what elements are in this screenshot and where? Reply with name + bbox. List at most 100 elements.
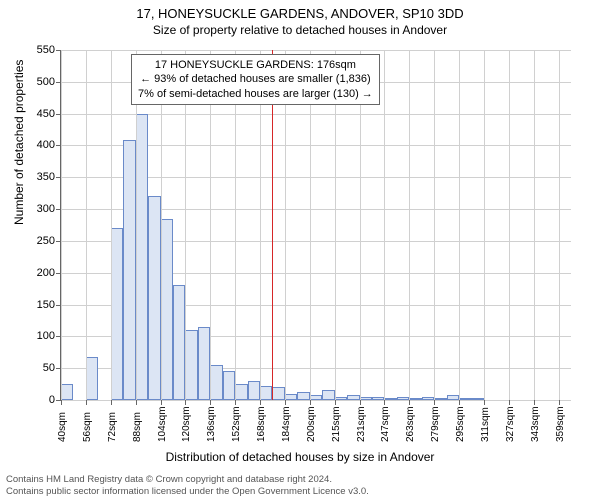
histogram-bar [210, 365, 222, 400]
x-tick-mark [459, 400, 460, 405]
gridline-v [111, 50, 112, 400]
histogram-bar [285, 394, 297, 400]
gridline-v [434, 50, 435, 400]
gridline-v [509, 50, 510, 400]
footer-line-2: Contains public sector information licen… [6, 486, 369, 497]
annotation-line-1: 17 HONEYSUCKLE GARDENS: 176sqm [138, 58, 373, 72]
x-tick-mark [534, 400, 535, 405]
histogram-bar [248, 381, 260, 400]
x-tick-label: 327sqm [505, 406, 516, 442]
x-tick-mark [161, 400, 162, 405]
gridline-h [61, 400, 571, 401]
histogram-bar [123, 140, 135, 400]
footer-line-1: Contains HM Land Registry data © Crown c… [6, 474, 369, 485]
gridline-v [384, 50, 385, 400]
histogram-bar [185, 330, 197, 400]
x-tick-mark [136, 400, 137, 405]
histogram-bar [310, 395, 322, 400]
page-title: 17, HONEYSUCKLE GARDENS, ANDOVER, SP10 3… [0, 0, 600, 21]
gridline-v [409, 50, 410, 400]
x-tick-label: 359sqm [555, 406, 566, 442]
x-tick-label: 295sqm [455, 406, 466, 442]
x-tick-mark [86, 400, 87, 405]
histogram-bar [136, 114, 148, 400]
x-tick-mark [235, 400, 236, 405]
x-tick-mark [484, 400, 485, 405]
x-tick-mark [384, 400, 385, 405]
histogram-bar [61, 384, 73, 400]
x-tick-mark [360, 400, 361, 405]
gridline-v [61, 50, 62, 400]
gridline-h [61, 50, 571, 51]
histogram-bar [422, 397, 434, 400]
x-tick-label: 152sqm [231, 406, 242, 442]
histogram-bar [335, 397, 347, 400]
histogram-bar [272, 387, 284, 400]
histogram-bar [161, 219, 173, 400]
histogram-bar [347, 395, 359, 400]
histogram-bar [360, 397, 372, 400]
page-subtitle: Size of property relative to detached ho… [0, 21, 600, 37]
x-tick-label: 136sqm [206, 406, 217, 442]
histogram-bar [372, 397, 384, 400]
x-tick-mark [310, 400, 311, 405]
x-tick-mark [210, 400, 211, 405]
x-tick-mark [409, 400, 410, 405]
x-tick-mark [559, 400, 560, 405]
histogram-bar [260, 386, 272, 400]
x-tick-label: 231sqm [356, 406, 367, 442]
histogram-bar [459, 398, 471, 400]
histogram-chart: 05010015020025030035040045050055040sqm56… [60, 50, 571, 401]
histogram-bar [148, 196, 160, 400]
x-tick-label: 247sqm [380, 406, 391, 442]
x-tick-label: 40sqm [57, 412, 68, 442]
x-tick-label: 200sqm [306, 406, 317, 442]
x-tick-mark [111, 400, 112, 405]
x-tick-mark [434, 400, 435, 405]
x-tick-label: 88sqm [132, 412, 143, 442]
gridline-v [484, 50, 485, 400]
x-tick-label: 104sqm [157, 406, 168, 442]
annotation-line-2: ← 93% of detached houses are smaller (1,… [138, 72, 373, 86]
x-tick-mark [185, 400, 186, 405]
x-tick-mark [285, 400, 286, 405]
histogram-bar [322, 390, 334, 400]
x-tick-label: 343sqm [530, 406, 541, 442]
x-axis-label: Distribution of detached houses by size … [0, 450, 600, 464]
histogram-bar [471, 398, 483, 400]
x-tick-label: 168sqm [256, 406, 267, 442]
chart-container: 17, HONEYSUCKLE GARDENS, ANDOVER, SP10 3… [0, 0, 600, 500]
y-axis-label: Number of detached properties [12, 60, 26, 225]
histogram-bar [235, 384, 247, 400]
x-tick-label: 311sqm [480, 407, 491, 442]
histogram-bar [111, 228, 123, 400]
histogram-bar [173, 285, 185, 400]
histogram-bar [223, 371, 235, 400]
gridline-v [86, 50, 87, 400]
gridline-v [559, 50, 560, 400]
x-tick-label: 263sqm [405, 406, 416, 442]
x-tick-mark [61, 400, 62, 405]
x-tick-label: 184sqm [281, 406, 292, 442]
histogram-bar [86, 357, 98, 400]
histogram-bar [409, 398, 421, 400]
x-tick-label: 279sqm [430, 406, 441, 442]
x-tick-mark [335, 400, 336, 405]
x-tick-mark [509, 400, 510, 405]
x-tick-label: 215sqm [331, 406, 342, 442]
x-tick-label: 120sqm [181, 406, 192, 442]
histogram-bar [434, 398, 446, 400]
gridline-v [534, 50, 535, 400]
histogram-bar [297, 392, 309, 400]
histogram-bar [384, 398, 396, 400]
reference-annotation: 17 HONEYSUCKLE GARDENS: 176sqm ← 93% of … [131, 54, 380, 105]
histogram-bar [397, 397, 409, 400]
histogram-bar [198, 327, 210, 400]
x-tick-label: 72sqm [107, 412, 118, 442]
x-tick-mark [260, 400, 261, 405]
x-tick-label: 56sqm [82, 412, 93, 442]
gridline-v [459, 50, 460, 400]
annotation-line-3: 7% of semi-detached houses are larger (1… [138, 87, 373, 101]
footer-attribution: Contains HM Land Registry data © Crown c… [6, 474, 369, 497]
histogram-bar [447, 395, 459, 400]
